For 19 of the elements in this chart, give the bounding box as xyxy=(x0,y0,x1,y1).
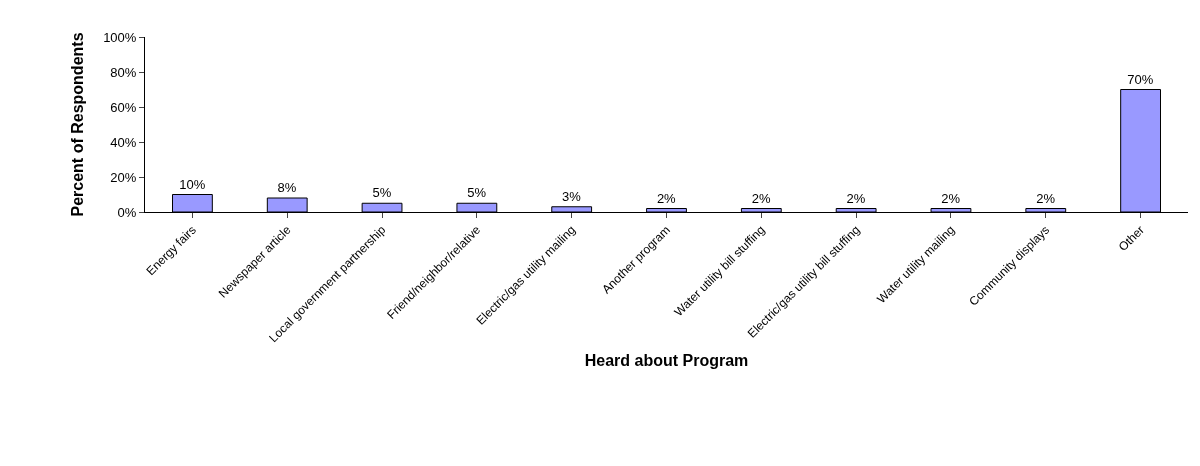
data-label: 8% xyxy=(277,180,297,195)
data-label: 2% xyxy=(656,190,677,206)
y-axis-title: Percent of Respondents xyxy=(69,32,87,217)
y-tick-label: 60% xyxy=(110,99,137,115)
data-label: 10% xyxy=(179,176,206,192)
data-label: 2% xyxy=(1036,190,1056,206)
data-label: 2% xyxy=(846,190,866,206)
y-tick-label: 80% xyxy=(110,64,137,80)
data-label: 5% xyxy=(467,185,487,201)
x-axis-title: Heard about Program xyxy=(584,351,749,369)
y-tick-label: 0% xyxy=(117,204,137,220)
data-label: 70% xyxy=(1127,71,1154,87)
data-label: 5% xyxy=(372,185,392,201)
data-label: 2% xyxy=(941,190,961,206)
y-tick-label: 40% xyxy=(110,134,137,150)
data-label: 2% xyxy=(751,190,771,206)
y-tick-label: 20% xyxy=(110,169,137,185)
y-tick-label: 100% xyxy=(103,29,137,45)
data-label: 3% xyxy=(562,188,582,204)
